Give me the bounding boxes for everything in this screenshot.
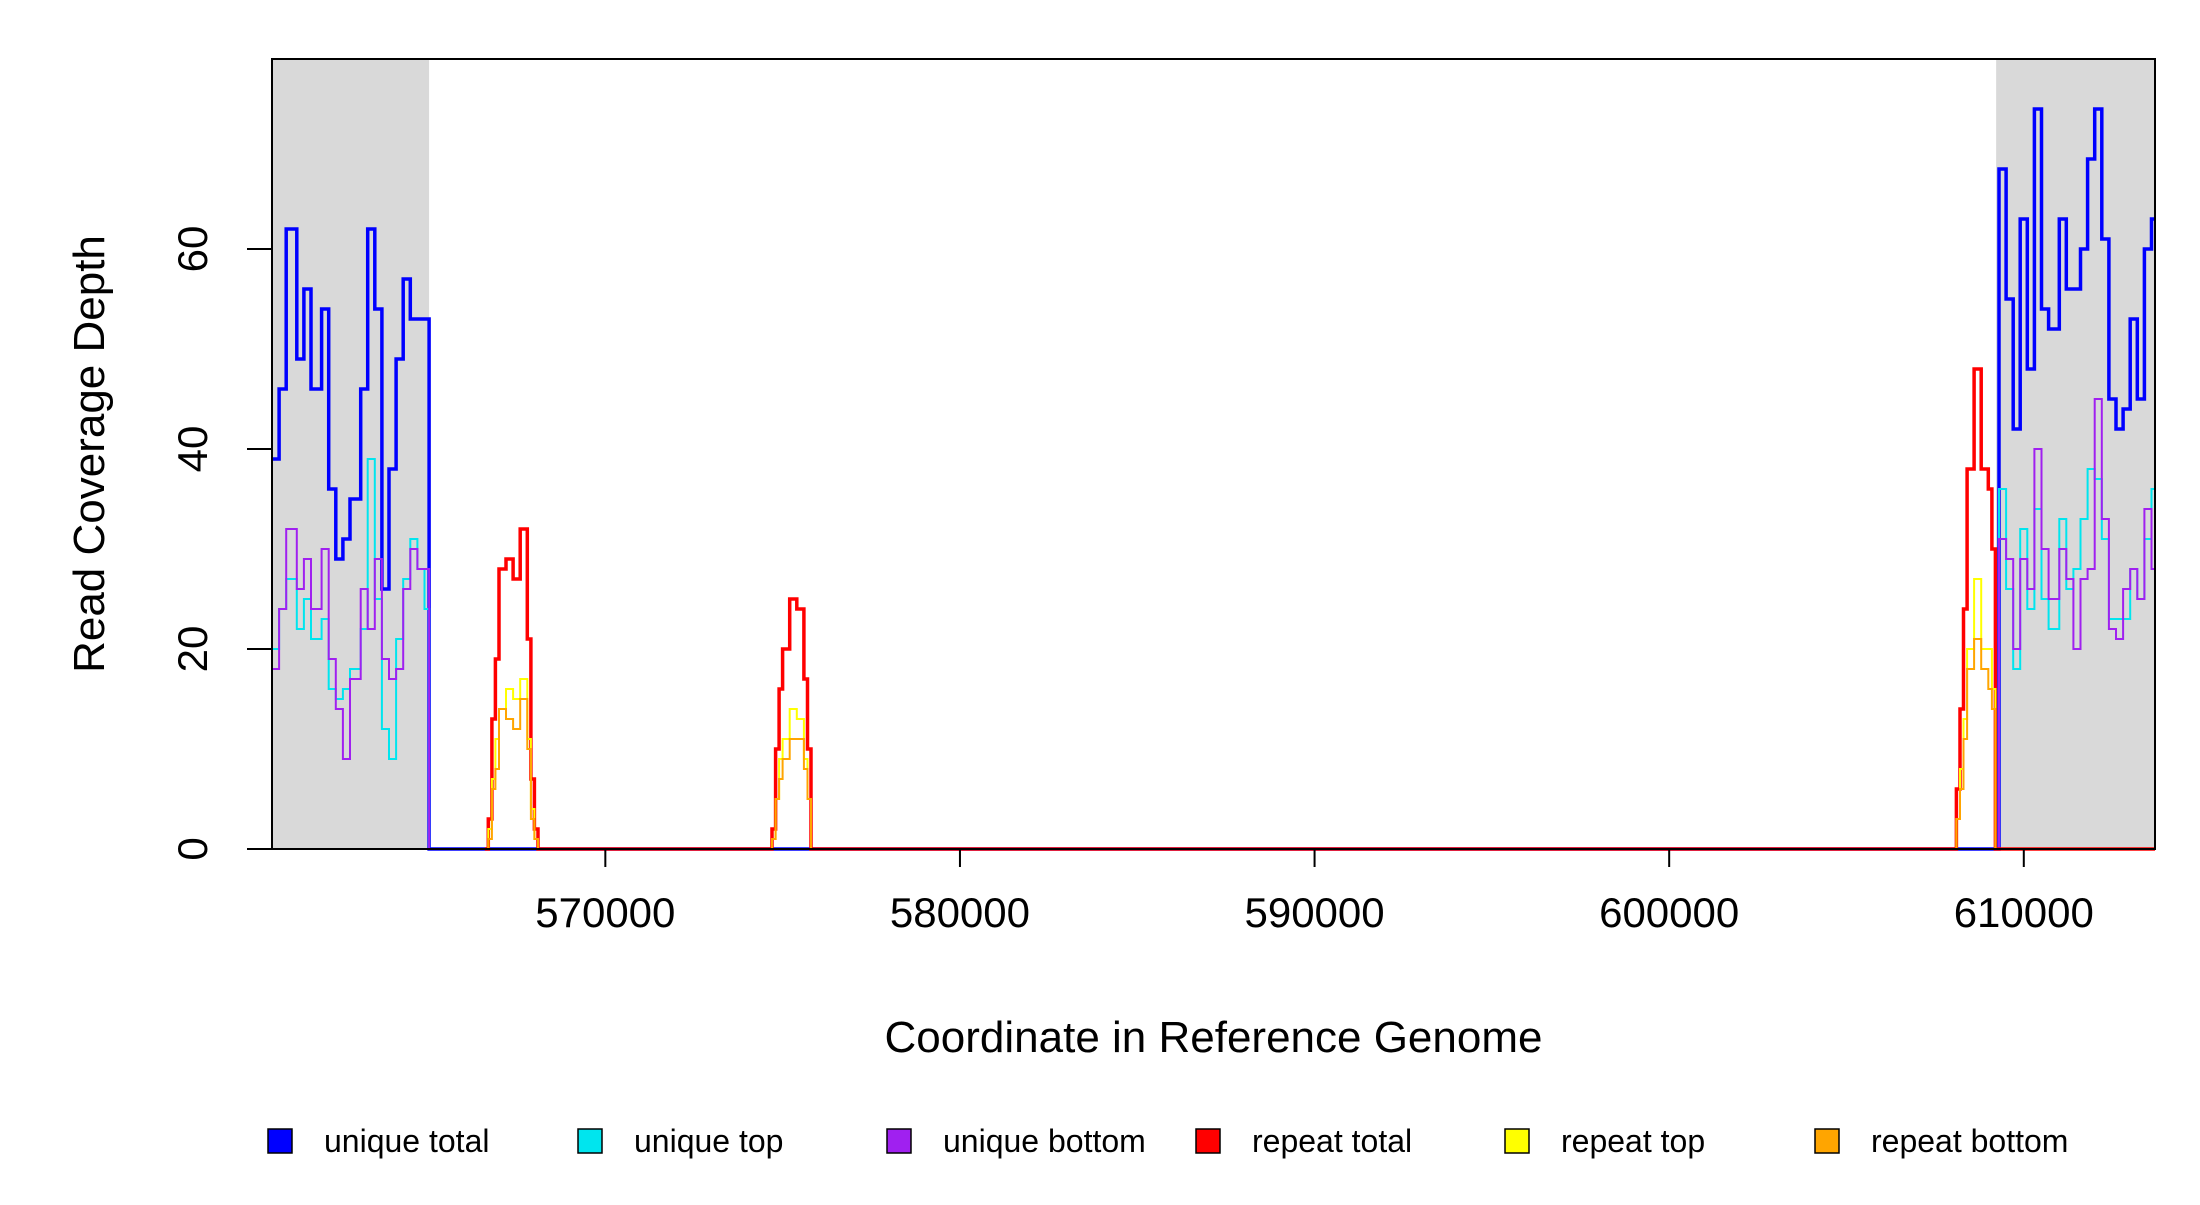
legend-swatch-3 [1195,1128,1221,1154]
legend-label-4: repeat top [1561,1123,1705,1159]
y-axis-title: Read Coverage Depth [65,235,114,673]
y-tick-label-0: 0 [169,837,216,860]
legend-label-1: unique top [634,1123,783,1159]
x-tick-label-0: 570000 [535,889,675,936]
x-tick-label-1: 580000 [890,889,1030,936]
x-tick-label-2: 590000 [1244,889,1384,936]
legend-label-3: repeat total [1252,1123,1412,1159]
series-line-repeat-total [484,367,2155,851]
series-line-repeat-bottom [484,638,2155,850]
x-tick-label-4: 610000 [1954,889,2094,936]
y-tick-label-2: 40 [169,426,216,473]
series-line-unique-top [272,458,2155,850]
legend-swatch-4 [1504,1128,1530,1154]
shaded-regions [272,59,2155,849]
legend-swatch-5 [1814,1128,1840,1154]
legend-label-5: repeat bottom [1871,1123,2068,1159]
y-tick-label-3: 60 [169,226,216,273]
plot-frame [271,58,2156,850]
shaded-region-1 [1996,59,2155,849]
y-tick-label-1: 20 [169,626,216,673]
axes: 570000 580000 590000 600000 610000 0 20 40 60 [169,226,2094,936]
series-line-unique-total [272,107,2155,851]
series-line-unique-bottom [272,398,2155,850]
series-line-repeat-top [484,578,2155,850]
legend-label-0: unique total [324,1123,489,1159]
legend-swatch-2 [886,1128,912,1154]
legend-swatch-0 [267,1128,293,1154]
legend-label-2: unique bottom [943,1123,1146,1159]
legend-swatch-1 [577,1128,603,1154]
series-lines [272,107,2155,851]
x-axis-title: Coordinate in Reference Genome [885,1013,1543,1062]
legend: unique total unique top unique bottom repea… [267,1123,2068,1159]
x-tick-label-3: 600000 [1599,889,1739,936]
